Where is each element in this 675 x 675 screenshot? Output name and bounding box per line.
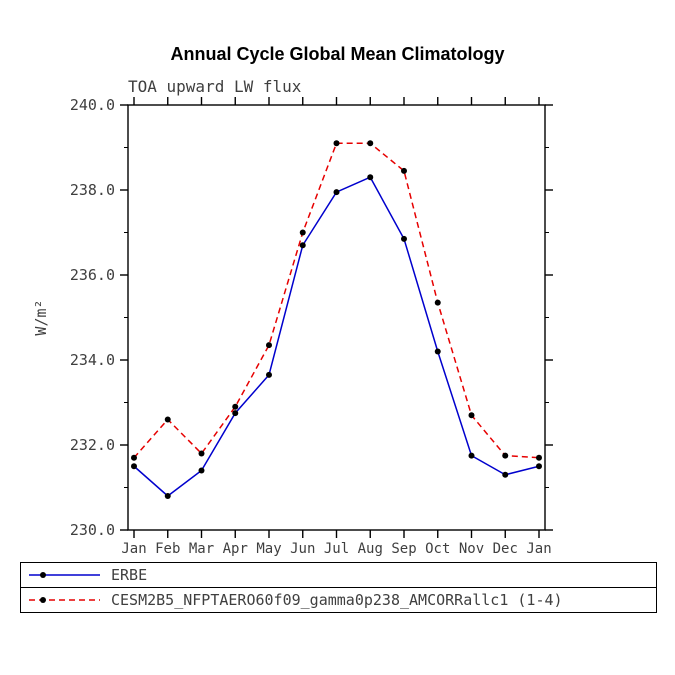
chart-subtitle: TOA upward LW flux (128, 77, 302, 96)
svg-text:W/m²: W/m² (32, 299, 50, 335)
legend-line-sample-erbe (27, 568, 102, 582)
svg-text:Sep: Sep (391, 541, 416, 557)
svg-text:Apr: Apr (223, 541, 248, 557)
svg-text:232.0: 232.0 (70, 436, 115, 454)
svg-text:Mar: Mar (189, 541, 214, 557)
svg-text:Nov: Nov (459, 541, 484, 557)
svg-text:Oct: Oct (425, 541, 450, 557)
svg-text:Jan: Jan (526, 541, 551, 557)
svg-text:236.0: 236.0 (70, 266, 115, 284)
plot-svg: 230.0 232.0 234.0 236.0 238.0 240.0 Jan Feb Mar A… (32, 96, 553, 557)
legend-label-erbe: ERBE (111, 566, 148, 584)
svg-text:240.0: 240.0 (70, 96, 115, 114)
svg-text:234.0: 234.0 (70, 351, 115, 369)
svg-text:May: May (256, 541, 281, 557)
legend-line-sample-cesm (27, 593, 102, 607)
svg-text:238.0: 238.0 (70, 181, 115, 199)
svg-text:Dec: Dec (493, 541, 518, 557)
legend-row-erbe: ERBE (20, 562, 657, 588)
svg-text:Aug: Aug (358, 541, 383, 557)
legend-label-cesm: CESM2B5_NFPTAERO60f09_gamma0p238_AMCORRa… (111, 591, 563, 609)
legend-row-cesm: CESM2B5_NFPTAERO60f09_gamma0p238_AMCORRa… (20, 587, 657, 613)
svg-text:Feb: Feb (155, 541, 180, 557)
legend: ERBE CESM2B5_NFPTAERO60f09_gamma0p238_AM… (20, 562, 657, 613)
chart-title: Annual Cycle Global Mean Climatology (170, 44, 505, 64)
svg-text:Jan: Jan (121, 541, 146, 557)
svg-text:Jul: Jul (324, 541, 349, 557)
svg-text:230.0: 230.0 (70, 521, 115, 539)
svg-text:Jun: Jun (290, 541, 315, 557)
